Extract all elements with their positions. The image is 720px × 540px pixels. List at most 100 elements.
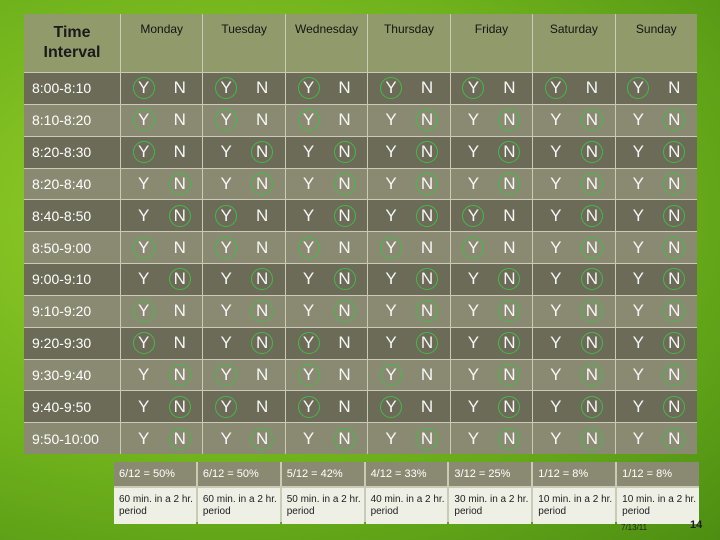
yes-option[interactable]: Y <box>382 206 400 225</box>
yes-option[interactable]: Y <box>382 142 400 161</box>
no-option[interactable]: N <box>583 78 601 97</box>
yes-option[interactable]: Y <box>300 269 318 288</box>
yes-option[interactable]: Y <box>629 301 647 320</box>
yes-option[interactable]: Y <box>135 206 153 225</box>
yes-option[interactable]: Y <box>217 333 235 352</box>
yes-option[interactable]: Y <box>382 301 400 320</box>
no-option[interactable]: N <box>251 427 274 450</box>
yes-option[interactable]: Y <box>132 109 155 132</box>
yes-option[interactable]: Y <box>297 395 320 418</box>
no-option[interactable]: N <box>580 172 603 195</box>
yes-option[interactable]: Y <box>464 301 482 320</box>
no-option[interactable]: N <box>663 141 686 164</box>
yes-option[interactable]: Y <box>547 110 565 129</box>
yes-option[interactable]: Y <box>300 429 318 448</box>
yes-option[interactable]: Y <box>217 269 235 288</box>
no-option[interactable]: N <box>580 268 603 291</box>
yes-option[interactable]: Y <box>297 363 320 386</box>
no-option[interactable]: N <box>336 365 354 384</box>
yes-option[interactable]: Y <box>132 236 155 259</box>
yes-option[interactable]: Y <box>627 77 650 100</box>
yes-option[interactable]: Y <box>217 429 235 448</box>
no-option[interactable]: N <box>333 141 356 164</box>
no-option[interactable]: N <box>333 268 356 291</box>
no-option[interactable]: N <box>663 332 686 355</box>
yes-option[interactable]: Y <box>462 77 485 100</box>
yes-option[interactable]: Y <box>629 333 647 352</box>
yes-option[interactable]: Y <box>132 332 155 355</box>
no-option[interactable]: N <box>500 206 518 225</box>
no-option[interactable]: N <box>498 141 521 164</box>
yes-option[interactable]: Y <box>629 429 647 448</box>
no-option[interactable]: N <box>418 78 436 97</box>
no-option[interactable]: N <box>253 78 271 97</box>
no-option[interactable]: N <box>415 427 438 450</box>
yes-option[interactable]: Y <box>544 77 567 100</box>
no-option[interactable]: N <box>333 204 356 227</box>
yes-option[interactable]: Y <box>464 429 482 448</box>
no-option[interactable]: N <box>663 395 686 418</box>
no-option[interactable]: N <box>415 268 438 291</box>
no-option[interactable]: N <box>336 78 354 97</box>
no-option[interactable]: N <box>663 236 686 259</box>
yes-option[interactable]: Y <box>215 395 238 418</box>
yes-option[interactable]: Y <box>464 269 482 288</box>
no-option[interactable]: N <box>171 142 189 161</box>
no-option[interactable]: N <box>336 333 354 352</box>
yes-option[interactable]: Y <box>215 236 238 259</box>
no-option[interactable]: N <box>498 395 521 418</box>
no-option[interactable]: N <box>500 78 518 97</box>
no-option[interactable]: N <box>415 332 438 355</box>
no-option[interactable]: N <box>498 332 521 355</box>
yes-option[interactable]: Y <box>297 236 320 259</box>
yes-option[interactable]: Y <box>135 397 153 416</box>
no-option[interactable]: N <box>251 300 274 323</box>
no-option[interactable]: N <box>663 204 686 227</box>
no-option[interactable]: N <box>168 427 191 450</box>
no-option[interactable]: N <box>336 238 354 257</box>
no-option[interactable]: N <box>168 363 191 386</box>
no-option[interactable]: N <box>498 109 521 132</box>
yes-option[interactable]: Y <box>300 301 318 320</box>
yes-option[interactable]: Y <box>382 333 400 352</box>
yes-option[interactable]: Y <box>464 174 482 193</box>
no-option[interactable]: N <box>171 333 189 352</box>
no-option[interactable]: N <box>663 109 686 132</box>
yes-option[interactable]: Y <box>464 142 482 161</box>
